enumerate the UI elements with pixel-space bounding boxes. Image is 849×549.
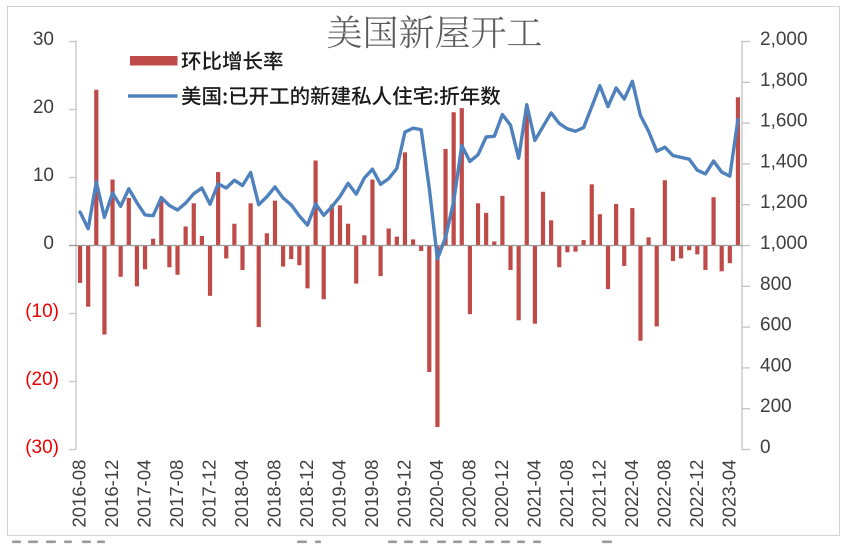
svg-text:0: 0 bbox=[43, 233, 54, 254]
svg-text:2021-04: 2021-04 bbox=[524, 460, 545, 528]
svg-text:2016-08: 2016-08 bbox=[69, 460, 90, 528]
svg-text:2022-12: 2022-12 bbox=[686, 460, 707, 528]
svg-text:2017-04: 2017-04 bbox=[134, 460, 155, 528]
svg-text:2020-12: 2020-12 bbox=[491, 460, 512, 528]
svg-text:2023-04: 2023-04 bbox=[718, 460, 739, 528]
svg-text:600: 600 bbox=[760, 315, 792, 336]
svg-text:2,000: 2,000 bbox=[760, 29, 808, 50]
svg-text:2019-12: 2019-12 bbox=[394, 460, 415, 528]
svg-text:10: 10 bbox=[33, 165, 54, 186]
svg-text:2016-12: 2016-12 bbox=[101, 460, 122, 528]
svg-text:2020-04: 2020-04 bbox=[426, 460, 447, 528]
svg-text:30: 30 bbox=[33, 29, 54, 50]
svg-text:0: 0 bbox=[760, 437, 771, 458]
svg-text:2021-12: 2021-12 bbox=[589, 460, 610, 528]
svg-text:1,600: 1,600 bbox=[760, 111, 808, 132]
svg-text:20: 20 bbox=[33, 97, 54, 118]
svg-text:2017-08: 2017-08 bbox=[166, 460, 187, 528]
svg-text:2022-04: 2022-04 bbox=[621, 460, 642, 528]
svg-text:2019-08: 2019-08 bbox=[361, 460, 382, 528]
svg-text:1,200: 1,200 bbox=[760, 192, 808, 213]
svg-text:(10): (10) bbox=[25, 301, 59, 322]
svg-text:2022-08: 2022-08 bbox=[653, 460, 674, 528]
svg-text:2017-12: 2017-12 bbox=[199, 460, 220, 528]
svg-text:2018-08: 2018-08 bbox=[264, 460, 285, 528]
svg-text:2018-04: 2018-04 bbox=[231, 460, 252, 528]
svg-text:800: 800 bbox=[760, 274, 792, 295]
svg-text:1,000: 1,000 bbox=[760, 233, 808, 254]
svg-text:2021-08: 2021-08 bbox=[556, 460, 577, 528]
svg-text:2020-08: 2020-08 bbox=[459, 460, 480, 528]
svg-text:1,400: 1,400 bbox=[760, 151, 808, 172]
svg-text:200: 200 bbox=[760, 396, 792, 417]
svg-text:2019-04: 2019-04 bbox=[329, 460, 350, 528]
svg-text:400: 400 bbox=[760, 355, 792, 376]
svg-text:1,800: 1,800 bbox=[760, 70, 808, 91]
svg-text:(30): (30) bbox=[25, 437, 59, 458]
svg-text:2018-12: 2018-12 bbox=[296, 460, 317, 528]
svg-text:(20): (20) bbox=[25, 369, 59, 390]
